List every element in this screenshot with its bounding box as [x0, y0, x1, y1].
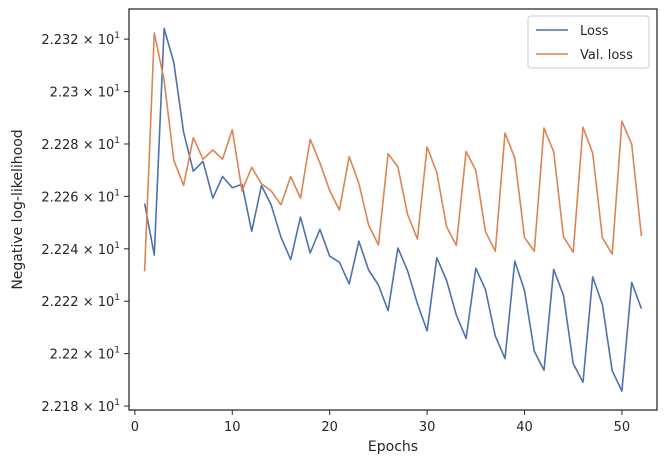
x-tick-label: 40 — [516, 420, 533, 435]
y-tick-label: 2.226 × 101 — [41, 188, 120, 205]
y-tick-label: 2.232 × 101 — [41, 31, 120, 48]
y-tick-label: 2.228 × 101 — [41, 136, 120, 153]
x-tick-label: 0 — [131, 420, 139, 435]
x-tick-label: 50 — [614, 420, 631, 435]
x-axis-label: Epochs — [368, 439, 418, 455]
legend-label-val-loss: Val. loss — [580, 48, 633, 63]
x-tick-label: 20 — [321, 420, 338, 435]
legend-box — [527, 15, 650, 69]
x-tick-label: 10 — [224, 420, 241, 435]
x-axis-ticks: 0 10 20 30 40 50 — [131, 410, 630, 435]
y-tick-label: 2.218 × 101 — [41, 398, 120, 415]
y-tick-label: 2.224 × 101 — [41, 241, 120, 258]
series-line-val-loss — [143, 32, 643, 272]
y-tick-label: 2.222 × 101 — [41, 293, 120, 310]
y-axis-ticks: 2.218 × 101 2.22 × 101 2.222 × 101 2.224 × … — [41, 31, 129, 415]
y-tick-label: 2.22 × 101 — [50, 346, 120, 363]
y-tick-label: 2.23 × 101 — [50, 84, 120, 101]
legend-label-loss: Loss — [580, 24, 609, 39]
series-layer — [143, 27, 643, 392]
plot-area-frame — [128, 8, 658, 411]
series-line-loss — [143, 27, 643, 392]
y-axis-label: Negative log-likelihood — [10, 129, 26, 289]
legend: Loss Val. loss — [527, 15, 650, 69]
x-tick-label: 30 — [419, 420, 436, 435]
